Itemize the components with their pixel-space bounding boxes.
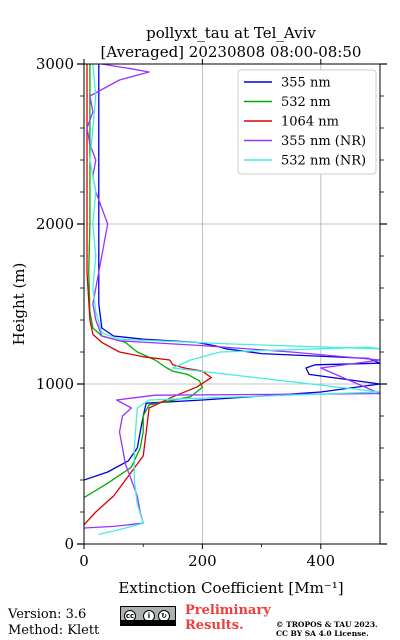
copyright-line-1: © TROPOS & TAU 2023.: [276, 620, 378, 629]
y-axis-label: Height (m): [10, 263, 28, 346]
method-text: Method: Klett: [8, 623, 100, 638]
x-tick-label-2: 400: [306, 552, 335, 570]
legend-label-2: 1064 nm: [281, 115, 339, 130]
chart-subtitle: [Averaged] 20230808 08:00-08:50: [101, 43, 362, 61]
y-tick-label-3: 3000: [36, 55, 74, 73]
chart-title: pollyxt_tau at Tel_Aviv: [146, 24, 316, 42]
version-text: Version: 3.6: [8, 607, 87, 622]
legend: 355 nm 532 nm 1064 nm 355 nm (NR) 532 nm (NR…: [237, 69, 377, 175]
series-layer: [84, 64, 380, 536]
x-tick-label-0: 0: [79, 552, 89, 570]
preliminary-line-1: Preliminary: [185, 603, 271, 618]
cc-license-badge: cc i ↻: [120, 606, 176, 626]
plot-frame: [83, 63, 381, 545]
y-tick-label-0: 0: [64, 535, 74, 553]
x-axis-label: Extinction Coefficient [Mm⁻¹]: [118, 579, 343, 597]
x-tick-label-1: 200: [188, 552, 217, 570]
legend-label-3: 355 nm (NR): [281, 134, 366, 149]
y-tick-label-2: 2000: [36, 215, 74, 233]
copyright-notice: © TROPOS & TAU 2023. CC BY SA 4.0 Licens…: [276, 620, 378, 638]
badge-strip: [121, 620, 175, 625]
series-line-0: [84, 64, 380, 481]
legend-label-0: 355 nm: [281, 76, 331, 91]
legend-box: [237, 69, 377, 175]
preliminary-notice: Preliminary Results.: [185, 603, 271, 633]
preliminary-line-2: Results.: [185, 618, 244, 633]
copyright-line-2: CC BY SA 4.0 License.: [276, 629, 369, 638]
legend-label-1: 532 nm: [281, 95, 331, 110]
legend-label-4: 532 nm (NR): [281, 154, 366, 169]
y-tick-label-1: 1000: [36, 375, 74, 393]
series-line-4: [89, 64, 380, 536]
axis-ticks: 0 200 400 0 1000 2000 3000: [36, 55, 387, 570]
series-line-2: [84, 64, 212, 526]
series-line-3: [84, 64, 380, 529]
series-line-1: [84, 64, 204, 499]
